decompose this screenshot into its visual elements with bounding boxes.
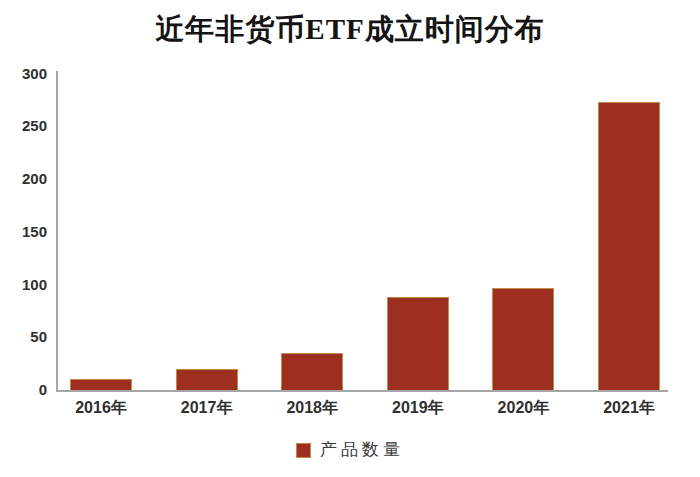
y-tick-label: 0 (0, 380, 47, 400)
x-tick-label: 2016年 (75, 399, 127, 417)
bar-2018年 (281, 353, 343, 390)
bar-2021年 (598, 102, 660, 390)
bar-2016年 (70, 379, 132, 390)
legend-swatch-icon (296, 443, 311, 458)
y-tick-label: 300 (0, 64, 47, 84)
x-tick-label: 2019年 (392, 399, 444, 417)
y-tick-label: 150 (0, 222, 47, 242)
chart-canvas: 近年非货币ETF成立时间分布 0 50 100 150 200 250 300 2016年 2… (0, 0, 700, 477)
chart-title: 近年非货币ETF成立时间分布 (0, 9, 700, 49)
legend-series-label: 产品数量 (320, 441, 404, 459)
y-tick-label: 250 (0, 116, 47, 136)
y-tick-label: 50 (0, 327, 47, 347)
legend: 产品数量 (0, 441, 700, 459)
x-tick-label: 2018年 (286, 399, 338, 417)
bar-2017年 (176, 369, 238, 390)
y-tick-label: 200 (0, 169, 47, 189)
bar-2019年 (387, 297, 449, 390)
plot-area (56, 71, 668, 392)
x-tick-label: 2021年 (603, 399, 655, 417)
bar-2020年 (492, 288, 554, 390)
x-tick-label: 2017年 (181, 399, 233, 417)
y-tick-label: 100 (0, 275, 47, 295)
x-tick-label: 2020年 (498, 399, 550, 417)
